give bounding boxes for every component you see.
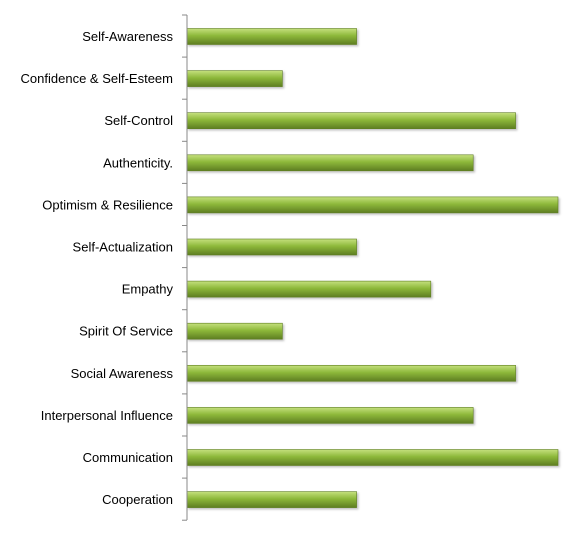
bar-5 xyxy=(186,196,559,214)
category-label-3: Self-Control xyxy=(104,113,173,128)
y-axis xyxy=(182,14,188,521)
category-label-2: Confidence & Self-Esteem xyxy=(21,71,173,86)
bar-10 xyxy=(186,407,474,424)
bar-2 xyxy=(186,70,283,87)
bar-8 xyxy=(186,322,283,340)
bar-11 xyxy=(186,449,559,466)
category-label-4: Authenticity. xyxy=(103,155,173,170)
category-label-5: Optimism & Resilience xyxy=(42,197,173,212)
bar-3 xyxy=(186,112,516,129)
bar-6 xyxy=(186,238,357,256)
bar-12 xyxy=(186,491,357,508)
category-label-9: Social Awareness xyxy=(71,366,174,381)
category-label-7: Empathy xyxy=(122,282,174,297)
bar-9 xyxy=(186,364,516,382)
bar-4 xyxy=(186,154,474,172)
bars-layer xyxy=(186,28,559,508)
category-label-10: Interpersonal Influence xyxy=(41,408,173,423)
category-label-8: Spirit Of Service xyxy=(79,324,173,339)
category-label-6: Self-Actualization xyxy=(73,240,173,255)
category-label-11: Communication xyxy=(83,450,173,465)
bar-1 xyxy=(186,28,357,45)
category-label-12: Cooperation xyxy=(102,492,173,507)
category-labels: Self-Awareness Confidence & Self-Esteem Se… xyxy=(21,29,174,507)
bar-7 xyxy=(186,280,432,298)
category-label-1: Self-Awareness xyxy=(82,29,173,44)
